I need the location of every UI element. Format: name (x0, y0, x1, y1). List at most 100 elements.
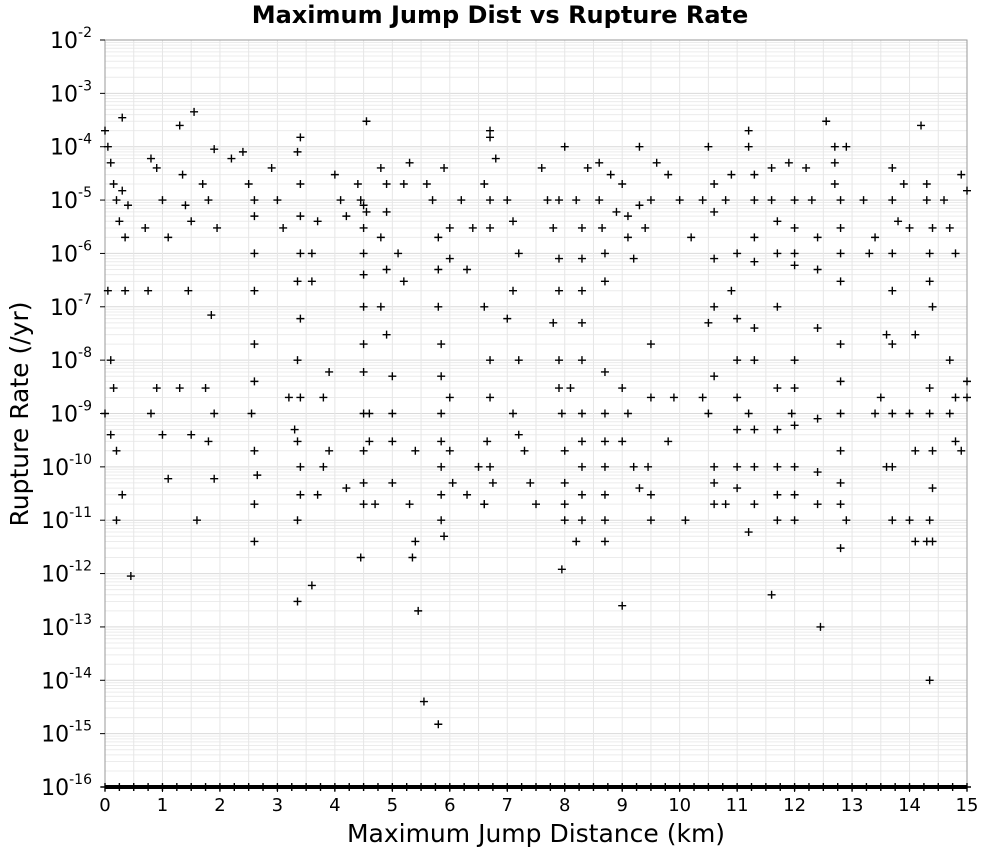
data-point (710, 462, 719, 471)
data-point (710, 372, 719, 381)
data-point (963, 377, 971, 386)
data-point (146, 154, 155, 163)
data-point (164, 474, 173, 483)
data-point (250, 286, 259, 295)
data-point (434, 720, 443, 729)
data-point (577, 356, 586, 365)
data-point (767, 163, 776, 172)
data-point (600, 249, 609, 258)
data-point (307, 581, 316, 590)
data-point (319, 393, 328, 402)
data-point (445, 254, 454, 263)
data-point (750, 425, 759, 434)
data-point (888, 163, 897, 172)
data-point (790, 223, 799, 232)
data-point (437, 340, 446, 349)
data-point (767, 590, 776, 599)
data-point (830, 158, 839, 167)
x-tick-label: 11 (726, 795, 749, 816)
data-point (109, 384, 118, 393)
data-point (577, 516, 586, 525)
data-point (238, 147, 247, 156)
data-point (888, 462, 897, 471)
data-point (925, 249, 934, 258)
data-point (296, 133, 305, 142)
data-point (595, 196, 604, 205)
data-point (618, 601, 627, 610)
data-point (293, 516, 302, 525)
data-point (623, 212, 632, 221)
data-point (445, 446, 454, 455)
data-point (434, 265, 443, 274)
data-point (773, 249, 782, 258)
y-tick-label: 10-4 (50, 132, 92, 161)
data-point (925, 516, 934, 525)
data-point (945, 356, 954, 365)
data-point (750, 170, 759, 179)
data-point (486, 223, 495, 232)
data-point (905, 223, 914, 232)
data-point (382, 265, 391, 274)
data-point (554, 254, 563, 263)
data-point (600, 367, 609, 376)
data-point (356, 196, 365, 205)
floor-points-band (105, 785, 967, 789)
data-point (543, 196, 552, 205)
y-tick-label: 10-16 (41, 772, 92, 801)
data-point (293, 597, 302, 606)
data-point (787, 409, 796, 418)
data-point (894, 217, 903, 226)
data-point (600, 437, 609, 446)
data-point (388, 409, 397, 418)
data-point (698, 196, 707, 205)
data-point (118, 113, 127, 122)
data-point (440, 163, 449, 172)
y-axis-label: Rupture Rate (/yr) (5, 302, 34, 527)
data-point (126, 572, 135, 581)
y-axis: 10-2 10-3 10-4 10-5 10-6 10-7 10-8 10-9 10-10 10-… (41, 25, 105, 801)
data-point (437, 516, 446, 525)
data-point (422, 180, 431, 189)
data-point (273, 196, 282, 205)
data-point (646, 393, 655, 402)
data-point (790, 249, 799, 258)
data-point (888, 340, 897, 349)
data-point (112, 446, 121, 455)
data-point (437, 490, 446, 499)
data-point (250, 249, 259, 258)
data-point (503, 196, 512, 205)
data-point (784, 158, 793, 167)
data-point (118, 186, 127, 195)
data-point (227, 154, 236, 163)
data-point (635, 484, 644, 493)
data-point (293, 277, 302, 286)
data-point (445, 393, 454, 402)
data-point (192, 516, 201, 525)
data-point (103, 286, 112, 295)
data-point (710, 500, 719, 509)
y-tick-label: 10-13 (41, 612, 92, 641)
data-point (928, 537, 937, 546)
data-point (121, 286, 130, 295)
data-point (210, 409, 219, 418)
data-point (600, 516, 609, 525)
data-point (307, 249, 316, 258)
data-point (414, 606, 423, 615)
data-point (600, 490, 609, 499)
data-point (405, 500, 414, 509)
data-point (210, 474, 219, 483)
data-point (279, 223, 288, 232)
data-point (365, 437, 374, 446)
data-point (463, 265, 472, 274)
data-point (293, 437, 302, 446)
data-point (750, 324, 759, 333)
data-point (865, 249, 874, 258)
data-point (184, 286, 193, 295)
data-point (250, 212, 259, 221)
data-point (635, 142, 644, 151)
data-point (307, 277, 316, 286)
y-tick-label: 10-12 (41, 559, 92, 588)
data-point (313, 217, 322, 226)
data-point (733, 356, 742, 365)
